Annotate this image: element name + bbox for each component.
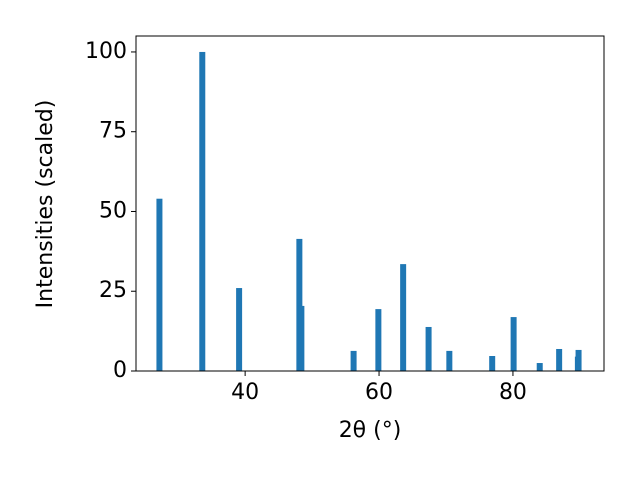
bar — [156, 198, 163, 371]
bar — [489, 356, 496, 371]
x-tick-label: 40 — [231, 380, 259, 405]
y-tick-label: 50 — [99, 198, 127, 223]
bar — [375, 309, 382, 371]
y-tick-label: 25 — [99, 278, 127, 303]
bar — [556, 348, 563, 371]
y-tick-label: 0 — [113, 358, 127, 383]
plot-frame — [135, 35, 605, 372]
x-tick-label: 80 — [499, 380, 527, 405]
bar — [296, 238, 303, 371]
y-tick-label: 100 — [85, 39, 127, 64]
bar — [510, 317, 517, 371]
x-tick-label: 60 — [365, 380, 393, 405]
bar — [298, 305, 305, 371]
x-axis-label: 2θ (°) — [339, 418, 402, 443]
bar — [425, 326, 432, 371]
bar — [446, 350, 453, 371]
bar — [199, 51, 206, 371]
bar — [400, 264, 407, 371]
bar — [575, 349, 582, 371]
bar — [236, 288, 243, 371]
bar — [536, 363, 543, 371]
y-tick-label: 75 — [99, 119, 127, 144]
bar — [350, 350, 357, 371]
y-axis-label: Intensities (scaled) — [33, 100, 58, 309]
